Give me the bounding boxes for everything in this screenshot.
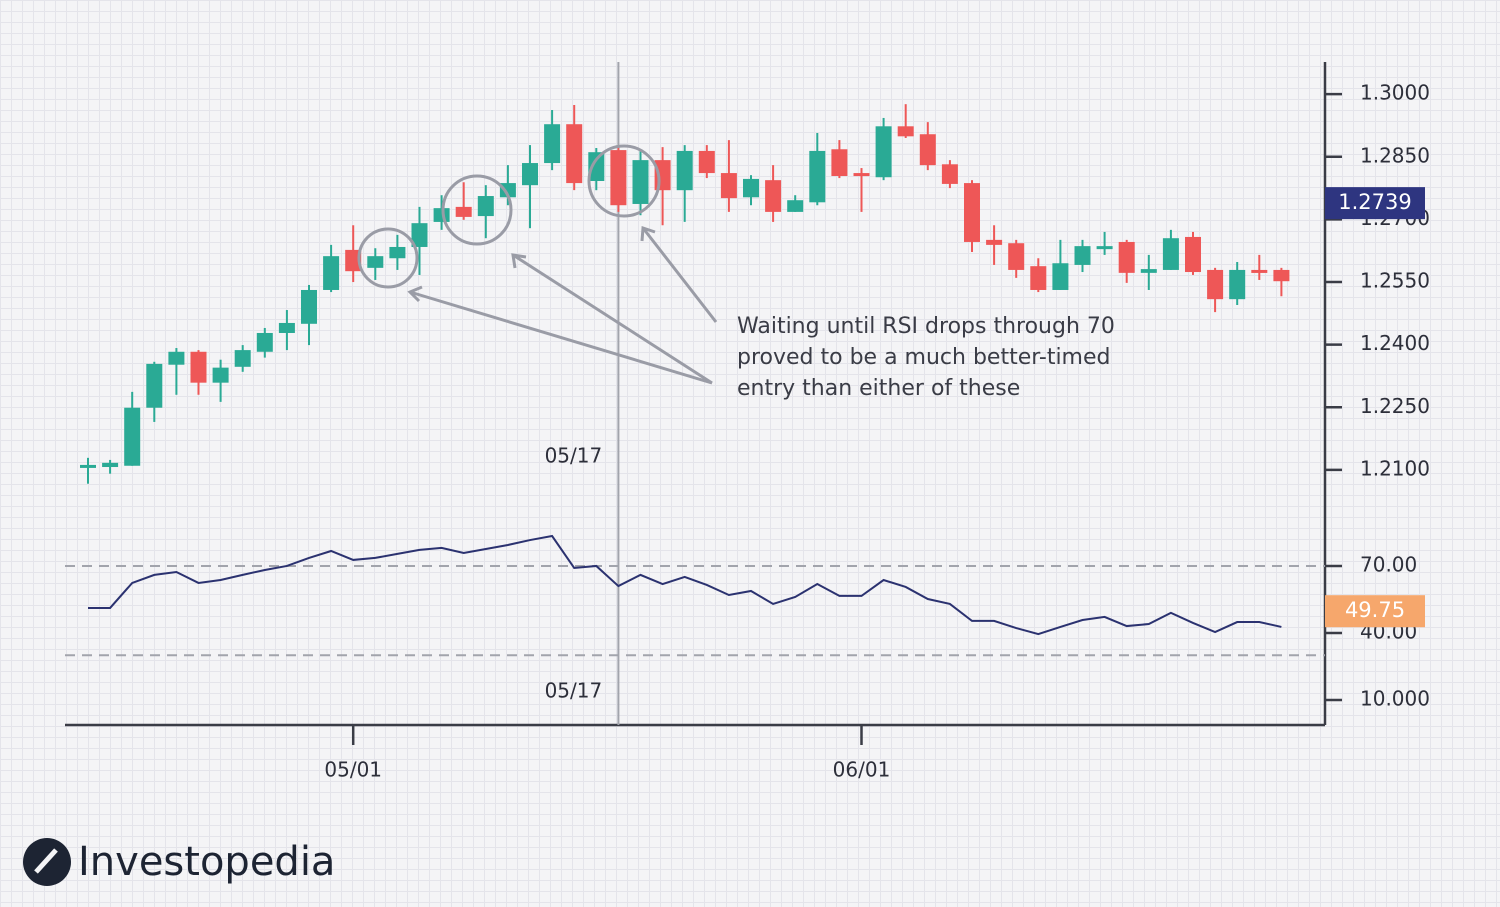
highlight-circle [357, 227, 419, 289]
rsi-badge [1325, 595, 1425, 628]
arrow [511, 253, 713, 385]
candle-body [1229, 269, 1246, 300]
candle-body [853, 173, 870, 177]
marker-label: 05/17 [545, 679, 603, 703]
logo-icon-mark [34, 848, 58, 874]
annotation-line: proved to be a much better-timed [737, 345, 1110, 370]
candle-body [743, 178, 759, 198]
candle-body [875, 126, 892, 178]
annotation-line: Waiting until RSI drops through 70 [737, 314, 1115, 339]
candle-body [1185, 236, 1201, 273]
marker-label: 05/17 [545, 444, 603, 468]
rsi-line [88, 534, 1282, 636]
candle-body [676, 150, 693, 191]
plot: 1.21001.22501.24001.25501.27001.28501.30… [65, 62, 1430, 782]
candle-body [964, 183, 980, 242]
y-tick-label: 1.2550 [1360, 269, 1430, 293]
annotation-line: entry than either of these [737, 376, 1020, 401]
logo: Investopedia [23, 838, 335, 886]
candle-body [1207, 269, 1224, 300]
candle-body [256, 332, 273, 352]
candle-body [1052, 263, 1069, 290]
last-price-badge [1325, 187, 1425, 220]
y-tick-label: 1.2100 [1360, 456, 1430, 480]
candle-body [610, 150, 627, 206]
candle-body [1118, 241, 1135, 273]
candle-body [787, 200, 804, 212]
candle-body [632, 160, 649, 204]
candle-body [1074, 246, 1091, 265]
candle-body [433, 208, 450, 222]
rsi-tick-label: 10.000 [1360, 686, 1430, 710]
candle-body [80, 464, 96, 468]
rsi-tick-label: 70.00 [1360, 552, 1417, 576]
x-tick-label: 05/01 [324, 758, 382, 782]
candle-body [234, 350, 251, 367]
candle-body [278, 322, 295, 333]
candle-body [831, 149, 848, 176]
candle-body [389, 246, 406, 259]
candle-body [1030, 266, 1047, 290]
y-tick-label: 1.2400 [1360, 331, 1430, 355]
y-tick-label: 1.2850 [1360, 143, 1430, 167]
candle-body [411, 223, 428, 247]
candle-body [1096, 246, 1113, 250]
candle-body [345, 249, 362, 272]
y-tick-label: 1.3000 [1360, 81, 1430, 105]
candle-body [477, 196, 494, 217]
candle-body [323, 256, 340, 290]
logo-text: Investopedia [78, 839, 335, 885]
candle-body [522, 163, 538, 186]
candle-body [941, 164, 958, 184]
candle-body [124, 407, 141, 466]
annotation-shapes [357, 144, 718, 385]
x-tick-label: 06/01 [833, 758, 891, 782]
candle-body [919, 134, 936, 166]
last-price-badge-label: 1.2739 [1338, 190, 1411, 214]
candle-body [720, 173, 737, 199]
y-tick-label: 1.2250 [1360, 394, 1430, 418]
candle-body [765, 180, 782, 212]
candle-body [168, 351, 185, 365]
candle-body [367, 256, 384, 268]
candle-body [301, 289, 317, 324]
candle-body [986, 239, 1003, 245]
candle-body [698, 150, 715, 174]
candle-body [212, 367, 229, 383]
candle-body [499, 183, 516, 198]
candle-body [588, 152, 605, 181]
candle-body [190, 351, 207, 383]
candle-body [1273, 269, 1290, 282]
candle-body [566, 124, 583, 184]
arrow [640, 225, 718, 323]
candle-body [1140, 269, 1157, 273]
highlight-circle [587, 144, 661, 218]
candle-body [1162, 238, 1179, 270]
candle-body [1251, 269, 1268, 273]
candle-body [146, 363, 163, 408]
candle-body [809, 150, 826, 203]
candle-body [1008, 243, 1025, 270]
candle-body [455, 206, 472, 217]
arrow [407, 285, 713, 385]
candle-body [897, 126, 914, 137]
highlight-circle [441, 174, 513, 246]
rsi-badge-label: 49.75 [1345, 598, 1405, 622]
candle-body [102, 462, 119, 468]
candle-body [544, 124, 561, 164]
